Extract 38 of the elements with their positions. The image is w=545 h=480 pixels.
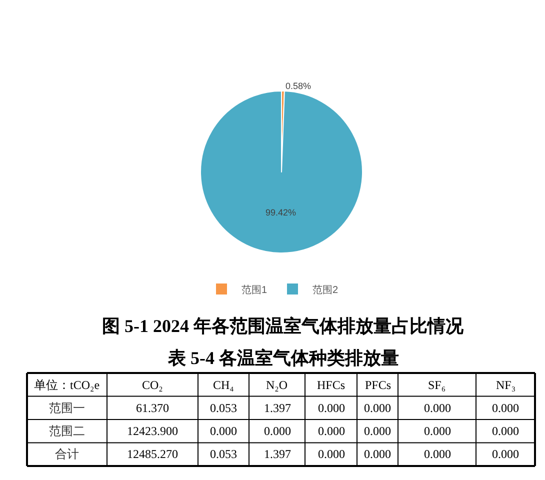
text: 0.000: [492, 401, 519, 415]
text: 图 5-1 2024 年各范围温室气体排放量占比情况: [102, 316, 464, 336]
text: 0.053: [210, 401, 237, 415]
text: 0.000: [492, 447, 519, 461]
category-label: 范围一: [49, 401, 85, 415]
text: 0.000: [424, 424, 451, 438]
category-label: CH₄: [213, 378, 234, 392]
text: 0.000: [364, 447, 391, 461]
text: 表 5-4 各温室气体种类排放量: [167, 348, 399, 368]
text: 12423.900: [127, 424, 178, 438]
text: 0.000: [492, 424, 519, 438]
category-label: N₂O: [266, 378, 288, 392]
text: 61.370: [136, 401, 169, 415]
text: 1.397: [264, 401, 291, 415]
text: 12485.270: [127, 447, 178, 461]
legend-label: 范围2: [312, 284, 338, 296]
category-label: 范围二: [49, 424, 85, 438]
text: 0.000: [424, 401, 451, 415]
category-label: CO₂: [142, 378, 163, 392]
category-label: NF₃: [496, 378, 516, 392]
category-label: PFCs: [365, 378, 392, 392]
text: 0.000: [424, 447, 451, 461]
text: 1.397: [264, 447, 291, 461]
category-label: HFCs: [317, 378, 346, 392]
text: 0.000: [210, 424, 237, 438]
text: 0.000: [318, 447, 345, 461]
category-label: 合计: [55, 447, 79, 461]
text: 0.053: [210, 447, 237, 461]
text: 0.000: [264, 424, 291, 438]
data-label: 0.58%: [285, 81, 312, 92]
text: 0.000: [318, 424, 345, 438]
data-label: 99.42%: [265, 207, 296, 218]
legend-label: 范围1: [242, 284, 268, 296]
text: 0.000: [364, 401, 391, 415]
text: 单位：tCO₂e: [34, 378, 100, 392]
category-label: SF₆: [428, 378, 446, 392]
text: 0.000: [364, 424, 391, 438]
text: 0.000: [318, 401, 345, 415]
